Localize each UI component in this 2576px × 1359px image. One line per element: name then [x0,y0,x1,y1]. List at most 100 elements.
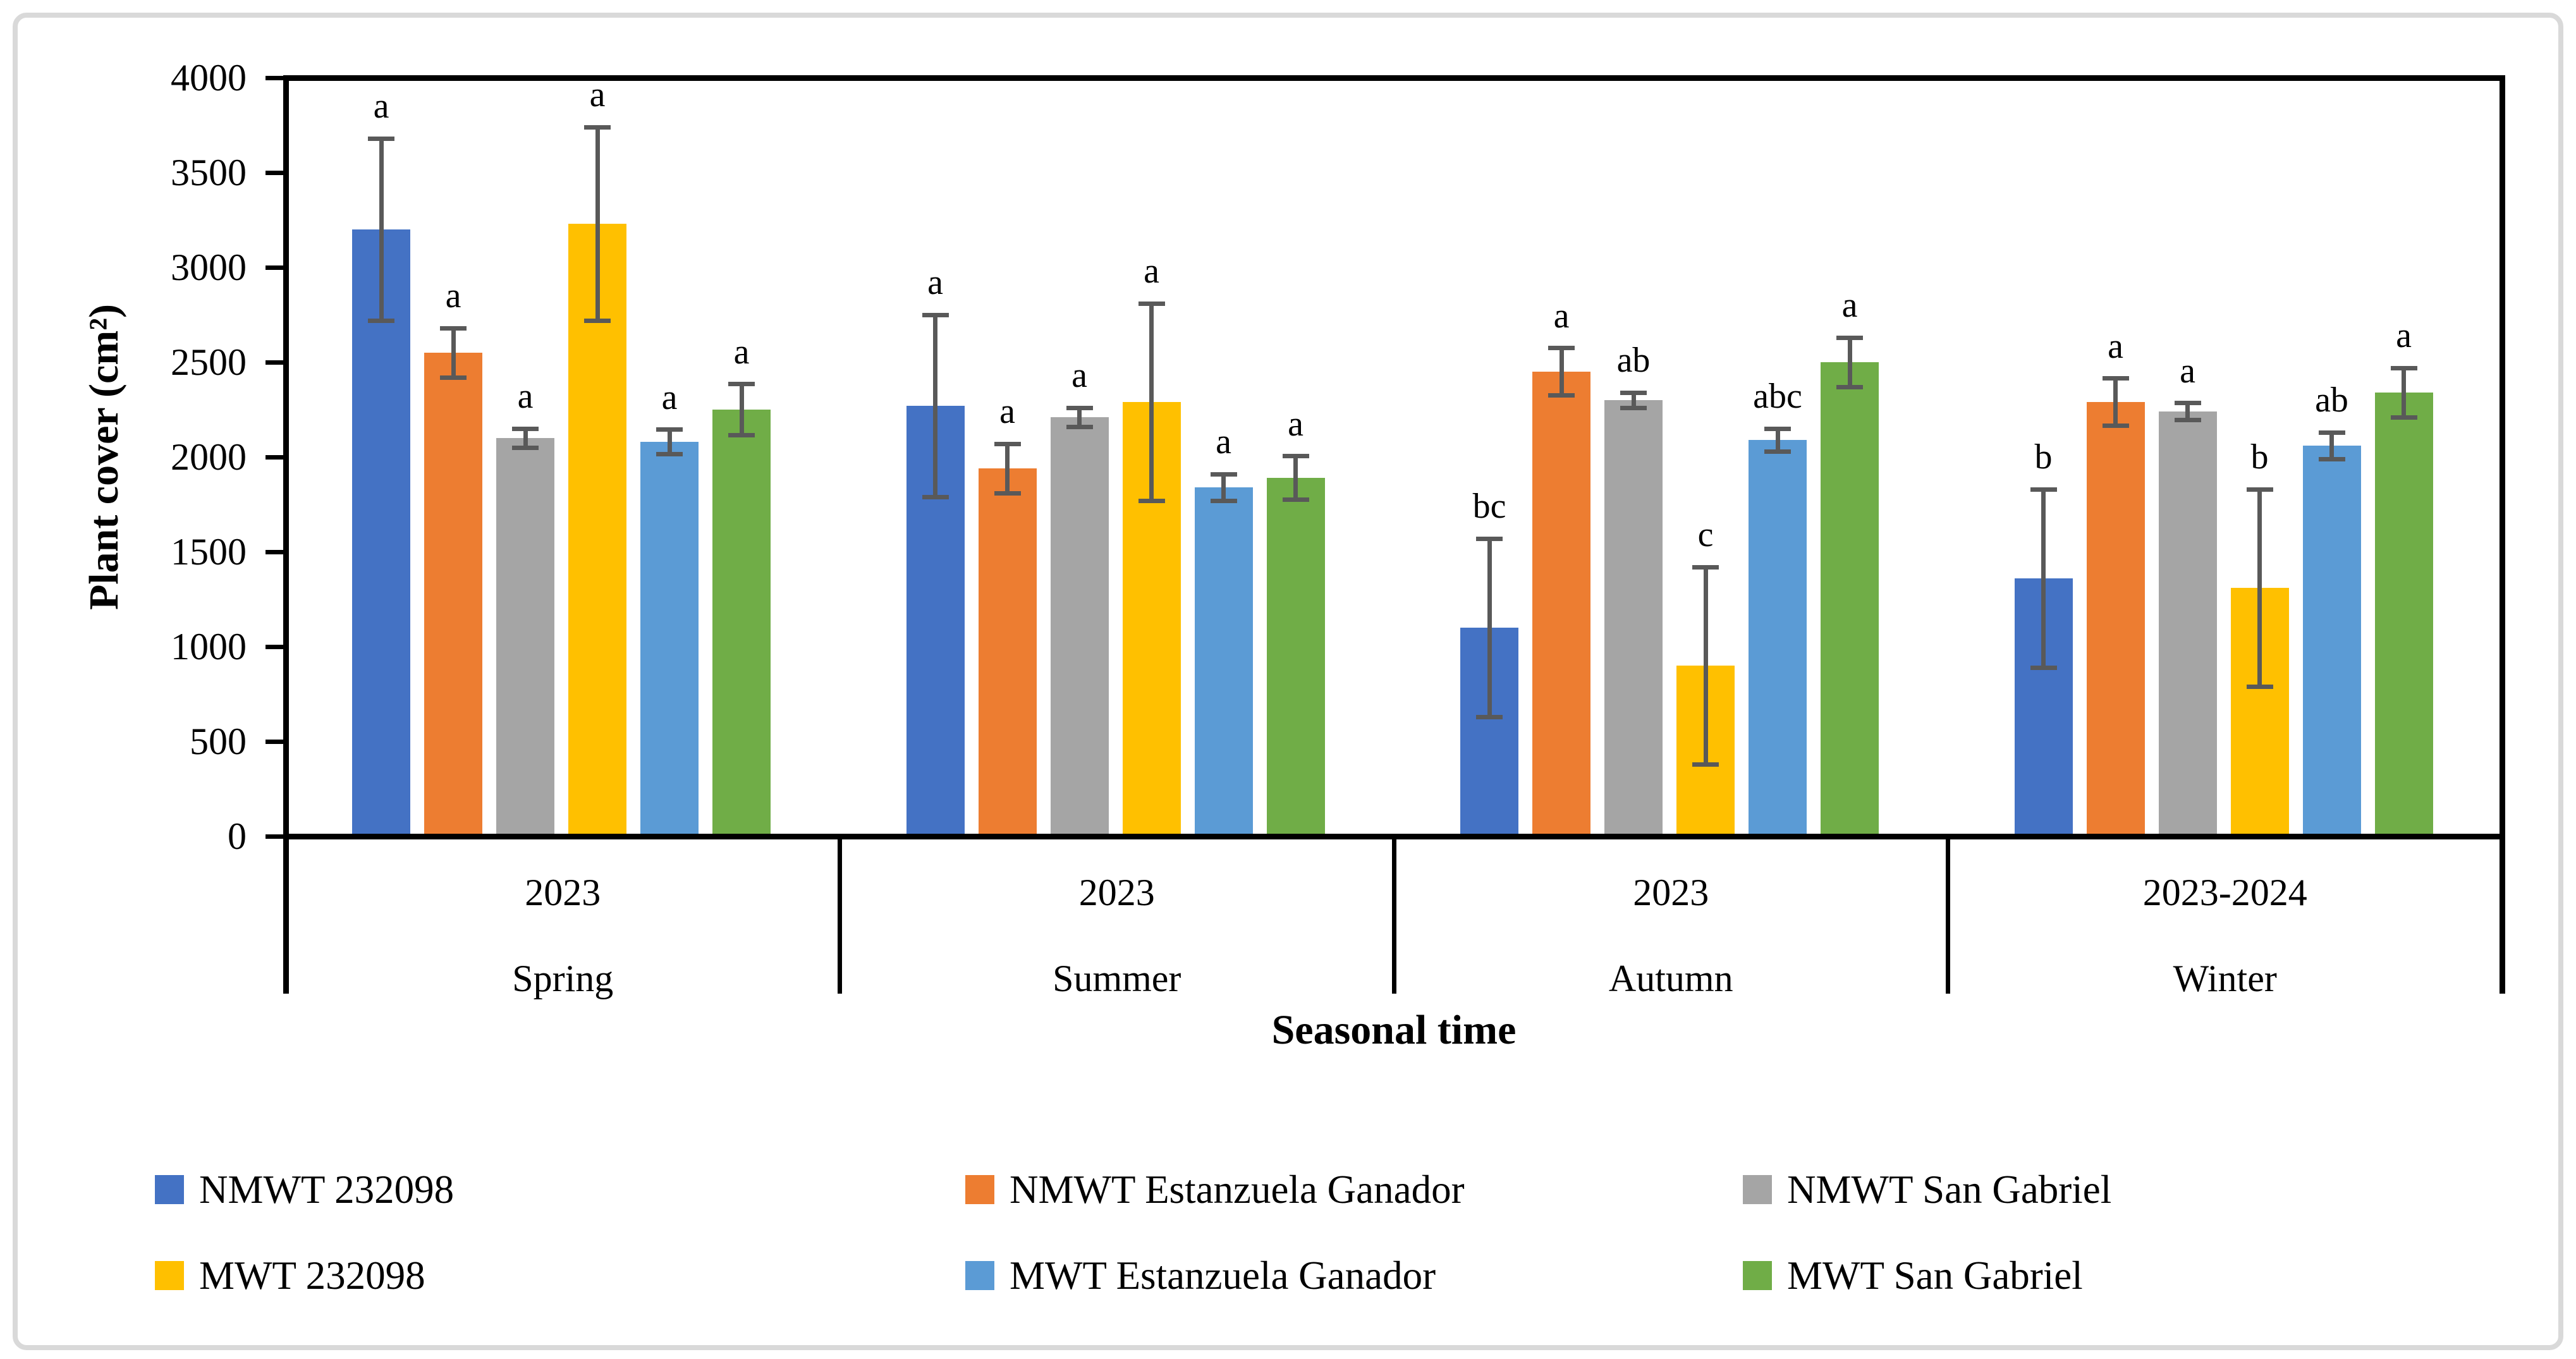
error-bar-cap [922,494,949,499]
legend-swatch [965,1175,994,1204]
y-tick-label: 1000 [171,626,247,667]
y-tick [265,739,283,744]
legend-item: NMWT Estanzuela Ganador [965,1167,1465,1212]
y-tick [265,644,283,649]
error-bar-cap [728,382,755,386]
y-tick-label: 4000 [171,57,247,99]
error-bar [2329,432,2334,459]
error-bar [2185,403,2190,420]
y-tick-label: 500 [190,721,247,762]
bar [2302,446,2361,836]
error-bar [1487,539,1492,717]
y-tick [265,549,283,554]
error-bar [2402,368,2406,417]
legend-swatch [965,1261,994,1290]
significance-letter: a [927,263,943,302]
error-bar-cap [1210,472,1237,477]
significance-letter: ab [2315,381,2348,420]
y-tick-label: 0 [228,815,247,857]
significance-letter: a [2180,351,2195,391]
y-axis-line [283,75,289,994]
error-bar-cap [922,312,949,317]
bar [1050,417,1109,836]
legend-label: MWT Estanzuela Ganador [1010,1253,1436,1298]
category-separator [1946,836,1950,994]
legend-label: MWT San Gabriel [1787,1253,2083,1298]
error-bar-cap [440,375,467,380]
error-bar-cap [512,445,539,450]
y-tick [265,75,283,80]
legend-label: NMWT 232098 [199,1167,455,1212]
error-bar [2257,489,2262,686]
season-label: Winter [2173,958,2277,999]
y-tick-label: 3000 [171,247,247,288]
error-bar-cap [1836,335,1863,340]
error-bar-cap [2174,418,2201,422]
error-bar [2041,489,2046,667]
significance-letter: a [1071,356,1087,395]
y-tick [265,265,283,270]
bar [2158,411,2217,836]
significance-letter: a [2108,326,2123,366]
error-bar-cap [994,491,1021,496]
error-bar-cap [1138,498,1165,503]
year-label: 2023 [1633,872,1709,913]
error-bar [739,384,744,436]
significance-letter: a [999,392,1015,431]
season-label: Autumn [1608,958,1733,999]
bar [978,468,1037,836]
error-bar-cap [2102,424,2129,428]
bar [640,442,699,836]
error-bar [523,429,528,448]
error-bar [1077,408,1082,427]
significance-letter: a [2396,316,2412,355]
error-bar [667,429,672,454]
y-tick [265,834,283,839]
error-bar-cap [1692,564,1719,570]
bar [2374,393,2433,836]
bar [1532,372,1590,836]
category-separator [1391,836,1396,994]
y-tick-label: 2500 [171,341,247,383]
error-bar [1631,393,1636,408]
bar [352,229,410,836]
error-bar-cap [2030,665,2057,670]
error-bar-cap [1836,384,1863,389]
year-label: 2023 [525,872,601,913]
bar [424,353,482,836]
error-bar-cap [1066,424,1093,429]
y-tick-label: 3500 [171,152,247,193]
error-bar [2113,378,2118,426]
bar [1266,478,1325,836]
error-bar [1847,338,1852,387]
legend-item: NMWT San Gabriel [1743,1167,2111,1212]
significance-letter: a [1216,422,1231,461]
plot-right-border [2499,75,2505,994]
error-bar-cap [584,318,611,323]
error-bar [1149,303,1154,501]
error-bar-cap [2390,415,2417,420]
y-tick [265,360,283,365]
error-bar-cap [1548,346,1575,350]
legend-swatch [1743,1175,1772,1204]
bar [1749,440,1807,836]
significance-letter: a [373,87,389,126]
legend-item: NMWT 232098 [155,1167,454,1212]
significance-letter: abc [1753,377,1802,416]
error-bar-cap [440,326,467,331]
error-bar-cap [368,136,394,141]
error-bar [1221,474,1226,501]
legend-label: NMWT San Gabriel [1787,1167,2112,1212]
error-bar-cap [2390,365,2417,370]
error-bar-cap [1066,405,1093,410]
category-separator [838,836,842,994]
error-bar-cap [2174,401,2201,405]
plot-top-border [283,75,2505,81]
legend-swatch [155,1175,184,1204]
significance-letter: b [2034,437,2053,477]
error-bar-cap [2030,487,2057,492]
error-bar-cap [2318,456,2345,461]
error-bar-cap [512,426,539,431]
error-bar-cap [368,318,394,323]
